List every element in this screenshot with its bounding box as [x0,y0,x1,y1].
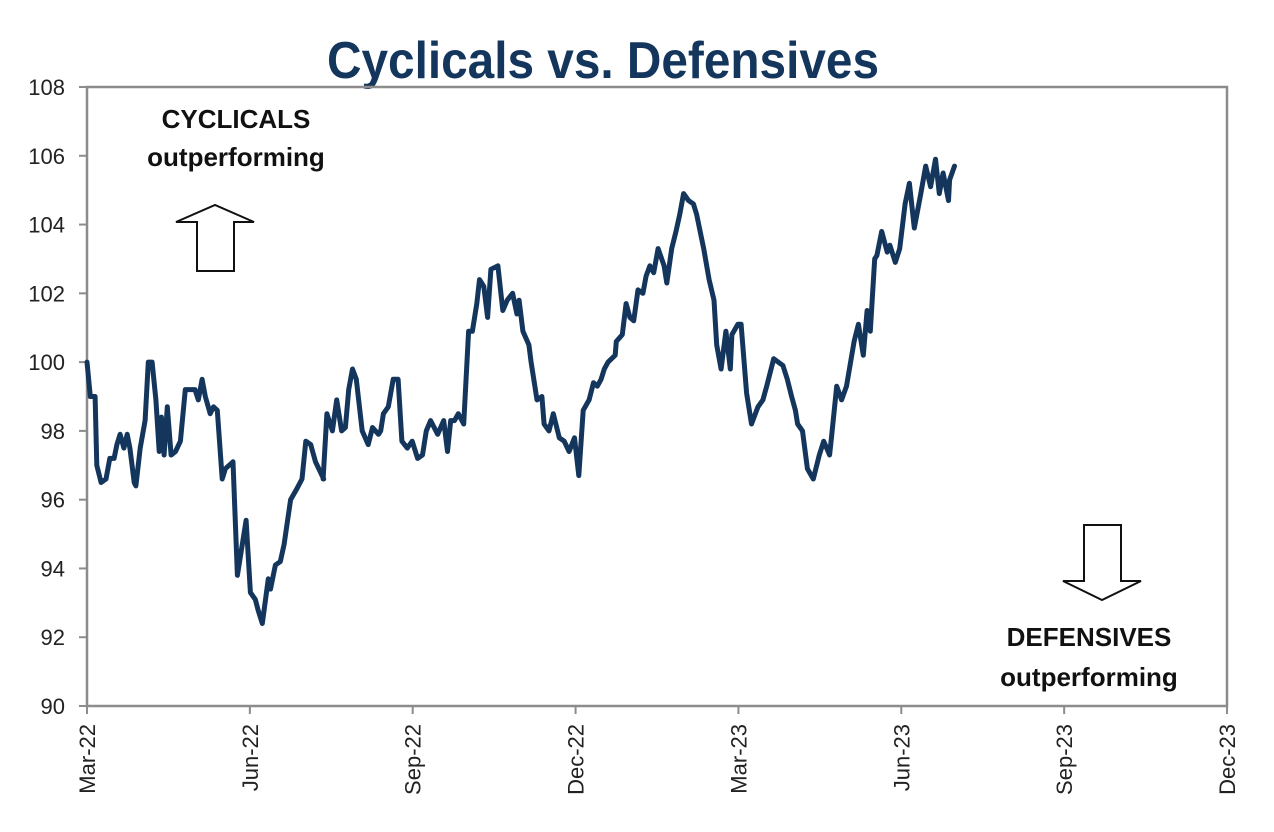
plot-frame [85,85,1229,708]
y-tick-label: 108 [28,75,65,100]
x-tick-label: Sep-23 [1052,724,1077,795]
y-tick-label: 92 [41,625,65,650]
y-axis: 90 92 94 96 98 100 102 104 106 108 [28,75,87,719]
annotation-cyclicals: CYCLICALS outperforming [147,104,325,272]
y-tick-label: 106 [28,144,65,169]
y-tick-label: 102 [28,281,65,306]
annotation-defensives-line2: outperforming [1000,662,1178,692]
x-tick-label: Sep-22 [401,724,426,795]
y-tick-label: 90 [41,694,65,719]
series-line [84,156,957,626]
x-tick-label: Jun-22 [238,724,263,791]
y-tick-label: 96 [41,488,65,513]
y-tick-label: 104 [28,213,65,238]
y-tick-label: 98 [41,419,65,444]
chart-title: Cyclicals vs. Defensives [327,32,879,90]
y-tick-label: 100 [28,350,65,375]
annotation-cyclicals-line1: CYCLICALS [162,104,311,134]
y-tick-label: 94 [41,556,65,581]
x-axis: Mar-22 Jun-22 Sep-22 Dec-22 Mar-23 Jun-23 Sep-… [75,706,1240,795]
x-tick-label: Dec-22 [564,724,589,795]
x-tick-label: Jun-23 [889,724,914,791]
annotation-defensives: DEFENSIVES outperforming [1000,524,1178,692]
x-tick-label: Dec-23 [1215,724,1240,795]
annotation-defensives-line1: DEFENSIVES [1007,622,1172,652]
x-tick-label: Mar-23 [726,724,751,794]
annotation-cyclicals-line2: outperforming [147,142,325,172]
up-arrow-icon [175,203,255,272]
x-tick-label: Mar-22 [75,724,100,794]
down-arrow-icon [1062,524,1142,602]
